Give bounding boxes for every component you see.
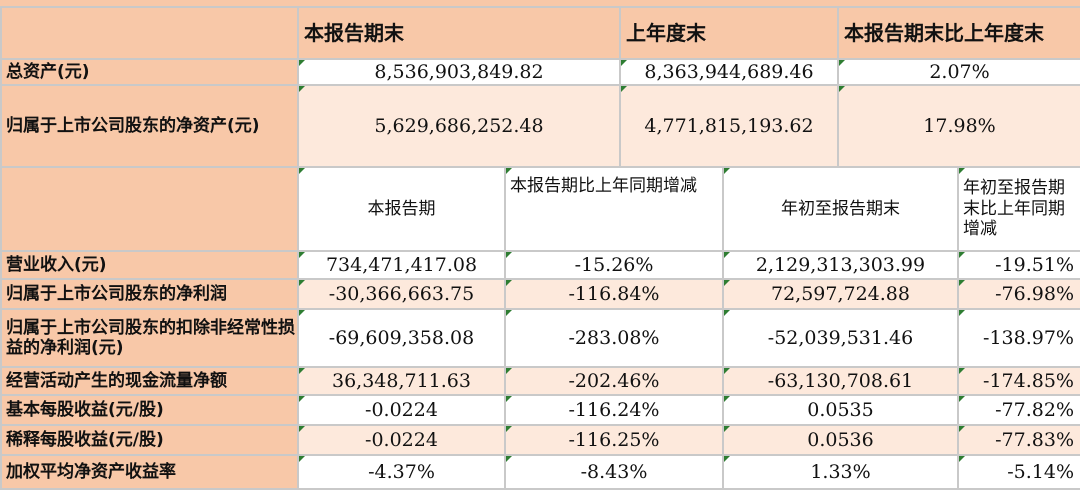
row-label-total-assets: 总资产(元) <box>2 60 297 84</box>
header-change: 本报告期末比上年度末 <box>839 8 1080 58</box>
row-label: 稀释每股收益(元/股) <box>2 426 297 454</box>
row-label: 营业收入(元) <box>2 252 297 278</box>
period-value: -69,609,358.08 <box>299 310 504 366</box>
ytd-value: -52,039,531.46 <box>724 310 957 366</box>
period-change-value: -283.08% <box>506 310 722 366</box>
row-label: 基本每股收益(元/股) <box>2 396 297 424</box>
ytd-change-value: -174.85% <box>959 368 1080 394</box>
ytd-change-value: -138.97% <box>959 310 1080 366</box>
ytd-value: 1.33% <box>724 456 957 488</box>
period-value: -0.0224 <box>299 426 504 454</box>
period-value: 734,471,417.08 <box>299 252 504 278</box>
row-label: 归属于上市公司股东的扣除非经常性损益的净利润(元) <box>2 310 297 366</box>
ytd-change-value: -5.14% <box>959 456 1080 488</box>
ytd-change-value: -77.82% <box>959 396 1080 424</box>
ytd-value: 72,597,724.88 <box>724 280 957 308</box>
ytd-change-value: -19.51% <box>959 252 1080 278</box>
period-value: 36,348,711.63 <box>299 368 504 394</box>
header-corner <box>2 8 297 58</box>
row-label: 经营活动产生的现金流量净额 <box>2 368 297 394</box>
header-prior: 上年度末 <box>621 8 837 58</box>
period-change-value: -15.26% <box>506 252 722 278</box>
net-assets-prior: 4,771,815,193.62 <box>621 86 837 166</box>
subheader-corner <box>2 168 297 250</box>
subheader-period: 本报告期 <box>299 168 504 250</box>
period-change-value: -116.84% <box>506 280 722 308</box>
total-assets-current: 8,536,903,849.82 <box>299 60 619 84</box>
row-label-net-assets: 归属于上市公司股东的净资产(元) <box>2 86 297 166</box>
period-value: -30,366,663.75 <box>299 280 504 308</box>
period-value: -4.37% <box>299 456 504 488</box>
period-change-value: -8.43% <box>506 456 722 488</box>
net-assets-current: 5,629,686,252.48 <box>299 86 619 166</box>
period-value: -0.0224 <box>299 396 504 424</box>
subheader-ytd-change: 年初至报告期末比上年同期增减 <box>959 168 1080 250</box>
top-strip <box>0 0 1080 6</box>
ytd-value: 0.0535 <box>724 396 957 424</box>
period-change-value: -116.24% <box>506 396 722 424</box>
row-label: 归属于上市公司股东的净利润 <box>2 280 297 308</box>
total-assets-prior: 8,363,944,689.46 <box>621 60 837 84</box>
header-current: 本报告期末 <box>299 8 619 58</box>
ytd-change-value: -77.83% <box>959 426 1080 454</box>
subheader-period-change: 本报告期比上年同期增减 <box>506 168 722 250</box>
period-change-value: -116.25% <box>506 426 722 454</box>
net-assets-change: 17.98% <box>839 86 1080 166</box>
ytd-value: 0.0536 <box>724 426 957 454</box>
period-change-value: -202.46% <box>506 368 722 394</box>
total-assets-change: 2.07% <box>839 60 1080 84</box>
row-label: 加权平均净资产收益率 <box>2 456 297 488</box>
ytd-value: -63,130,708.61 <box>724 368 957 394</box>
ytd-value: 2,129,313,303.99 <box>724 252 957 278</box>
ytd-change-value: -76.98% <box>959 280 1080 308</box>
subheader-ytd: 年初至报告期末 <box>724 168 957 250</box>
